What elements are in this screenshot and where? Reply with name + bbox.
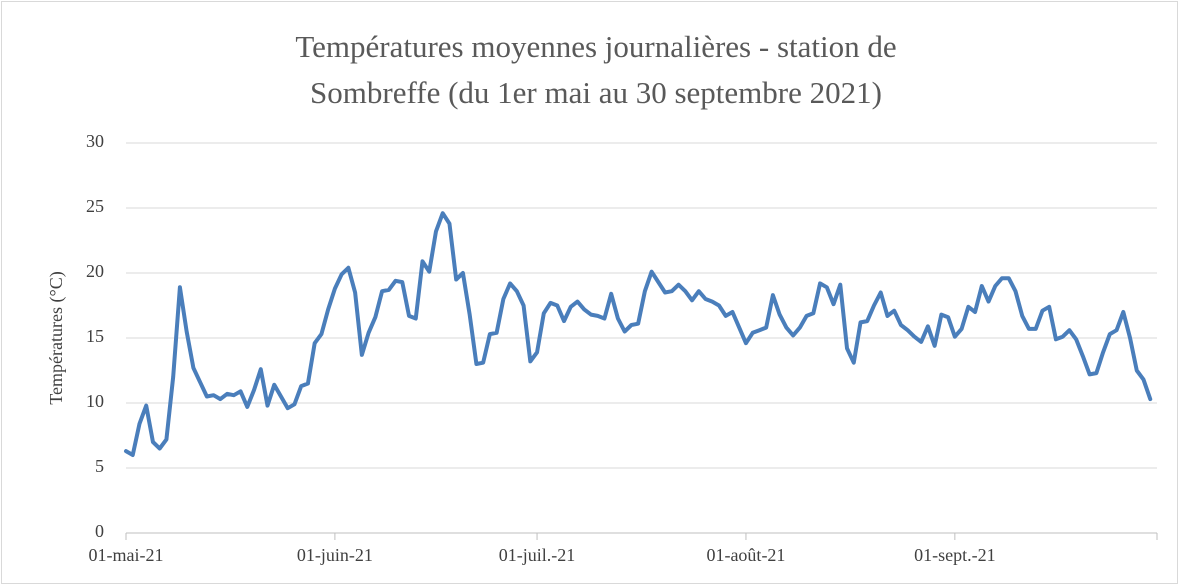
y-tick-label: 15 [86,326,104,346]
chart-title: Sombreffe (du 1er mai au 30 septembre 20… [310,75,882,110]
x-tick-label: 01-juil.-21 [499,545,576,565]
y-axis-label: Températures (°C) [46,271,67,404]
y-tick-label: 30 [86,131,104,151]
chart-title: Températures moyennes journalières - sta… [295,29,896,64]
data-line [124,211,1153,457]
x-tick-label: 01-mai-21 [89,545,164,565]
y-tick-label: 0 [95,521,104,541]
y-tick-label: 10 [86,391,104,411]
y-tick-label: 5 [95,456,104,476]
y-tick-label: 25 [86,196,104,216]
x-tick-label: 01-août-21 [706,545,785,565]
x-tick-label: 01-juin-21 [297,545,373,565]
y-tick-label: 20 [86,261,104,281]
x-tick-label: 01-sept.-21 [914,545,995,565]
